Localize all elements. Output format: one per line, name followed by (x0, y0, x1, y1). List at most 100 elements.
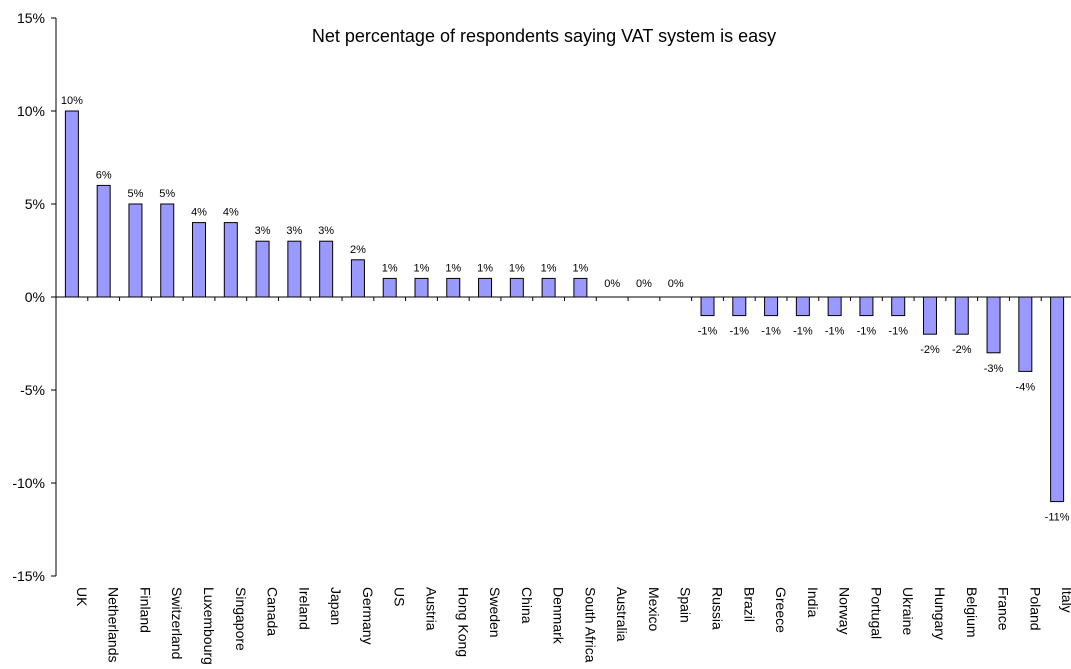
bar (478, 277, 493, 298)
x-tick-label: Singapore (233, 587, 249, 651)
x-tick-label: Denmark (551, 587, 567, 645)
data-label: 5% (159, 188, 175, 200)
bar (573, 277, 588, 298)
x-tick-label: France (996, 587, 1012, 631)
bar (1018, 296, 1033, 372)
data-label: -4% (1016, 381, 1036, 393)
data-label: -2% (952, 344, 972, 356)
bar (255, 240, 270, 298)
bar (954, 296, 969, 335)
data-label: 1% (382, 262, 398, 274)
x-tick-label: Luxembourg (201, 587, 217, 665)
x-tick-label: South Africa (582, 587, 598, 663)
x-tick-label: UK (74, 587, 90, 607)
x-tick-label: Sweden (487, 587, 503, 638)
bar (350, 259, 365, 298)
x-tick-label: Hungary (932, 587, 948, 640)
x-tick-label: Netherlands (106, 587, 122, 663)
x-tick-label: China (519, 587, 535, 624)
x-tick-label: Greece (773, 587, 789, 633)
x-tick-label: India (805, 587, 821, 618)
x-tick-label: Belgium (964, 587, 980, 638)
y-tick-label: -5% (20, 382, 45, 398)
y-tick-label: 5% (25, 196, 45, 212)
data-label: 3% (255, 225, 271, 237)
bar (414, 277, 429, 298)
x-tick-label: Russia (710, 587, 726, 630)
x-tick-label: Spain (678, 587, 694, 623)
bar (764, 296, 779, 317)
bar (160, 203, 175, 298)
y-tick-label: 10% (17, 103, 45, 119)
y-tick-label: -10% (12, 475, 45, 491)
bar (446, 277, 461, 298)
x-tick-label: Portugal (868, 587, 884, 639)
data-label: 1% (541, 262, 557, 274)
bar (859, 296, 874, 317)
x-tick-label: Australia (614, 587, 630, 642)
x-tick-label: Finland (137, 587, 153, 633)
data-label: 0% (668, 278, 684, 290)
x-tick-label: Austria (423, 587, 439, 631)
data-label: -1% (761, 326, 781, 338)
bar (509, 277, 524, 298)
bar (827, 296, 842, 317)
bar (319, 240, 334, 298)
x-tick-label: Germany (360, 587, 376, 645)
bar (922, 296, 937, 335)
data-label: -2% (920, 344, 940, 356)
bar (382, 277, 397, 298)
bar (732, 296, 747, 317)
x-tick-label: Ukraine (900, 587, 916, 635)
data-label: 3% (286, 225, 302, 237)
data-label: 1% (509, 262, 525, 274)
y-tick-label: 15% (17, 10, 45, 26)
data-label: -1% (888, 326, 908, 338)
data-label: 5% (128, 188, 144, 200)
bar (287, 240, 302, 298)
bar (1050, 296, 1065, 503)
data-label: -1% (857, 326, 877, 338)
data-label: 1% (445, 262, 461, 274)
bar (986, 296, 1001, 354)
x-tick-label: Switzerland (169, 587, 185, 659)
data-label: -1% (698, 326, 718, 338)
bar (128, 203, 143, 298)
bar (96, 184, 111, 298)
x-tick-label: Brazil (741, 587, 757, 622)
bar (795, 296, 810, 317)
data-label: -11% (1045, 512, 1070, 524)
data-label: -1% (793, 326, 813, 338)
data-label: -1% (825, 326, 845, 338)
data-label: 10% (61, 95, 83, 107)
data-label: 6% (96, 169, 112, 181)
x-tick-label: Ireland (296, 587, 312, 630)
x-tick-label: Hong Kong (455, 587, 471, 657)
y-tick-label: -15% (12, 568, 45, 584)
x-tick-label: Mexico (646, 587, 662, 632)
x-tick-label: Japan (328, 587, 344, 625)
data-label: 2% (350, 244, 366, 256)
data-label: 4% (223, 207, 239, 219)
bar (223, 222, 238, 298)
data-label: 1% (572, 262, 588, 274)
data-label: 3% (318, 225, 334, 237)
x-tick-label: Norway (837, 587, 853, 634)
data-label: 0% (604, 278, 620, 290)
bar (541, 277, 556, 298)
bar (891, 296, 906, 317)
data-label: -3% (984, 363, 1004, 375)
x-tick-label: Canada (265, 587, 281, 636)
data-label: 1% (477, 262, 493, 274)
bar (700, 296, 715, 317)
bar (64, 110, 79, 298)
data-label: 4% (191, 207, 207, 219)
x-tick-label: Italy (1059, 587, 1071, 613)
data-label: 1% (414, 262, 430, 274)
bar (192, 222, 207, 298)
data-label: -1% (730, 326, 750, 338)
x-tick-label: US (392, 587, 408, 606)
chart-title: Net percentage of respondents saying VAT… (311, 26, 777, 46)
y-tick-label: 0% (25, 289, 45, 305)
